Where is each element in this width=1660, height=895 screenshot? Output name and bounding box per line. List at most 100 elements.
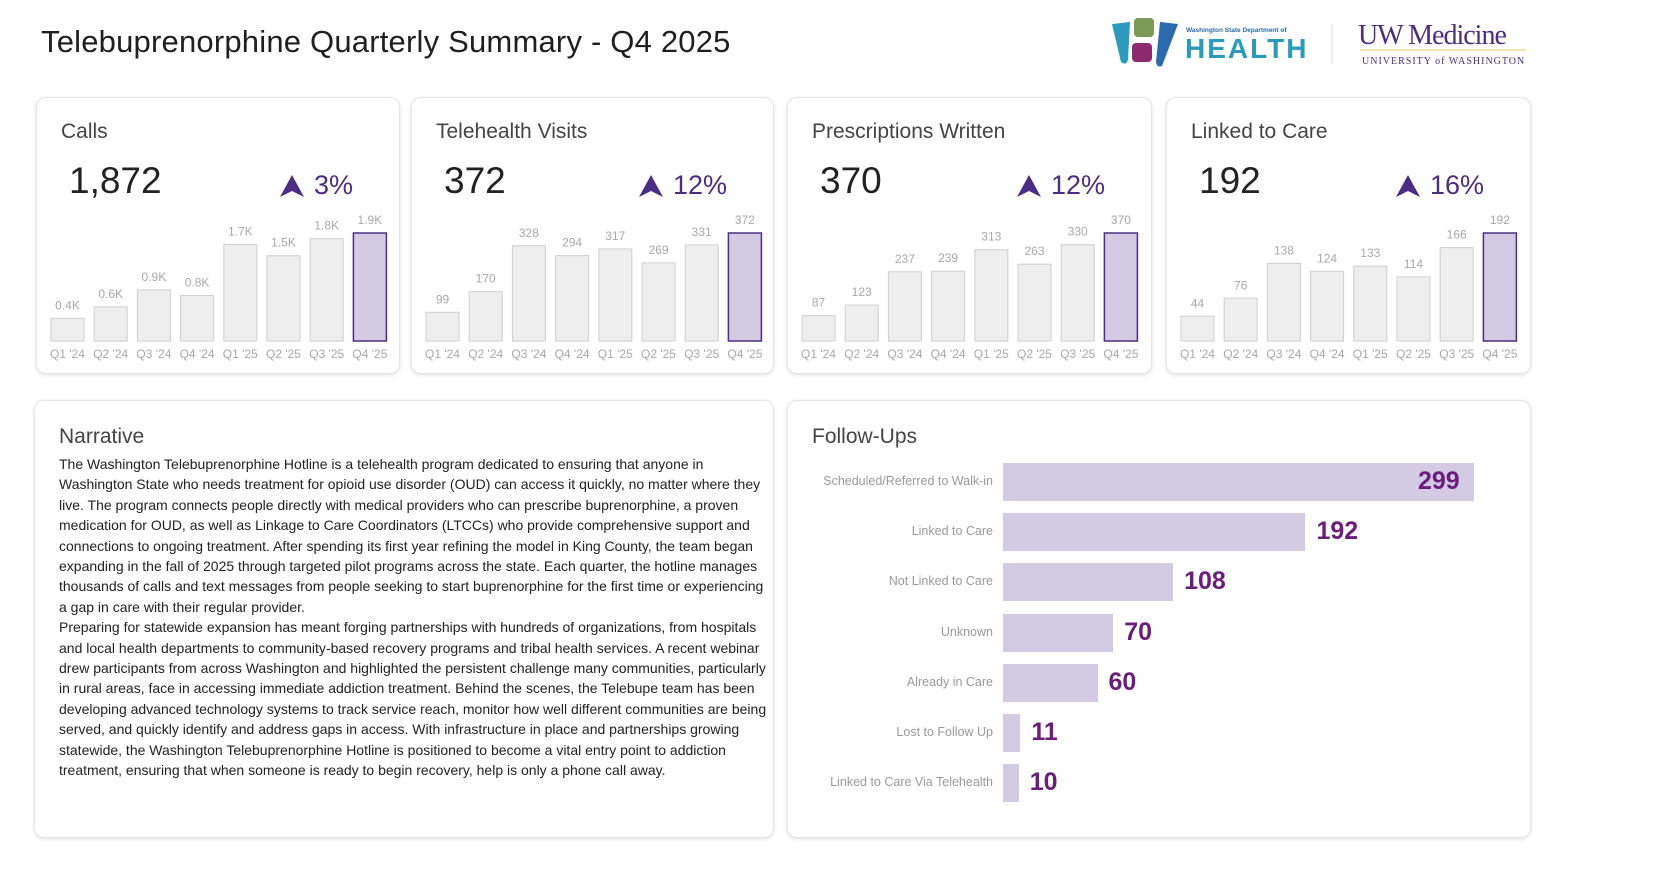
bar-value-label: 331 (692, 225, 712, 239)
uw-logo-big: UW Medicine (1358, 20, 1506, 51)
followup-row: Lost to Follow Up 11 (788, 714, 1528, 752)
x-tick-label: Q1 '25 (598, 347, 633, 361)
bar (931, 270, 966, 342)
bar-value-label: 0.4K (55, 298, 80, 312)
bar (266, 255, 301, 342)
x-tick-label: Q1 '24 (1180, 347, 1215, 361)
x-tick-label: Q1 '25 (974, 347, 1009, 361)
followup-row: Linked to Care Via Telehealth 10 (788, 764, 1528, 803)
bar (1482, 232, 1518, 342)
mini-bar-chart: 0.4K Q1 '24 0.6K Q2 '24 0.9K Q3 '24 0.8K Q4 '24… (50, 213, 388, 361)
bar-value-label: 317 (605, 229, 625, 243)
bar-value-label: 124 (1317, 251, 1337, 265)
bar-value-label: 87 (812, 296, 826, 310)
kpi-change-value: 3% (313, 170, 353, 200)
x-tick-label: Q2 '25 (1017, 347, 1052, 361)
x-tick-label: Q2 '25 (641, 347, 676, 361)
bar (1017, 263, 1052, 342)
narrative-paragraph: Preparing for statewide expansion has me… (59, 619, 767, 779)
arrow-up-icon (279, 174, 304, 197)
x-tick-label: Q3 '25 (309, 347, 344, 361)
kpi-change-value: 12% (1050, 170, 1105, 200)
x-tick-label: Q4 '24 (1310, 347, 1345, 361)
followup-row: Scheduled/Referred to Walk-in 299 (788, 463, 1528, 501)
bar-value-label: 123 (852, 285, 872, 299)
bar-value-label: 328 (519, 226, 539, 240)
x-tick-label: Q2 '24 (93, 347, 128, 361)
followup-row: Linked to Care 192 (788, 513, 1528, 552)
x-tick-label: Q4 '24 (931, 347, 966, 361)
bar-value-label: 44 (1191, 296, 1205, 310)
bar (468, 291, 503, 342)
narrative-title: Narrative (59, 425, 145, 448)
bar (511, 245, 546, 342)
bar (727, 232, 763, 342)
bar-value-label: 239 (938, 251, 958, 265)
kpi-value: 1,872 (69, 160, 162, 201)
x-tick-label: Q3 '25 (1060, 347, 1095, 361)
bar (641, 262, 676, 342)
bar-value-label: 76 (1234, 278, 1248, 292)
x-tick-label: Q2 '25 (266, 347, 301, 361)
followup-value: 11 (1031, 718, 1058, 746)
kpi-change-value: 12% (672, 170, 727, 200)
kpi-title: Prescriptions Written (812, 120, 1006, 143)
uw-logo-small: UNIVERSITY of WASHINGTON (1362, 56, 1525, 67)
narrative-paragraph: The Washington Telebuprenorphine Hotline… (59, 456, 764, 615)
kpi-change: 12% (1016, 170, 1105, 201)
bar (598, 248, 633, 342)
followup-value: 10 (1029, 768, 1058, 797)
bar-value-label: 0.6K (98, 287, 123, 301)
bar (309, 238, 344, 342)
kpi-card-calls: Calls 1,872 3% 0.4K Q1 '24 0.6K Q2 '24 0.9K Q3 '… (36, 97, 400, 374)
kpi-change: 16% (1395, 170, 1484, 201)
x-tick-label: Q1 '25 (1353, 347, 1388, 361)
bar-value-label: 166 (1447, 228, 1467, 242)
x-tick-label: Q4 '25 (352, 347, 387, 361)
followup-label: Not Linked to Care (888, 574, 993, 589)
kpi-change: 3% (279, 170, 353, 201)
bar (555, 255, 590, 342)
bar (1396, 276, 1431, 342)
followup-bar (1003, 663, 1098, 702)
followup-label: Scheduled/Referred to Walk-in (823, 474, 993, 488)
followup-label: Unknown (940, 624, 993, 639)
doh-logo-icon (1112, 18, 1178, 67)
bar-value-label: 330 (1068, 225, 1088, 239)
x-tick-label: Q3 '24 (511, 347, 546, 361)
kpi-value: 192 (1199, 160, 1261, 201)
kpi-title: Calls (61, 120, 108, 143)
bar (1353, 265, 1388, 342)
bar (801, 315, 836, 342)
bar (1439, 247, 1474, 342)
arrow-up-icon (638, 174, 663, 197)
bar-value-label: 313 (981, 230, 1001, 244)
bar (1060, 244, 1095, 342)
bar (50, 317, 85, 342)
arrow-up-icon (1016, 174, 1041, 197)
narrative-panel: Narrative The Washington Telebuprenorphi… (34, 400, 774, 838)
followup-bar (1003, 563, 1174, 602)
followup-row: Unknown 70 (788, 613, 1528, 652)
bar (1223, 297, 1258, 342)
x-tick-label: Q1 '24 (425, 347, 460, 361)
kpi-card-prescriptions-written: Prescriptions Written 370 12% 87 Q1 '24 123 Q2… (787, 97, 1152, 374)
arrow-up-icon (1395, 174, 1420, 197)
bar-value-label: 170 (476, 272, 496, 286)
kpi-value: 370 (820, 160, 882, 201)
bar (180, 295, 215, 342)
x-tick-label: Q4 '25 (1103, 347, 1138, 361)
x-tick-label: Q3 '25 (1439, 347, 1474, 361)
bar-value-label: 114 (1404, 257, 1423, 271)
x-tick-label: Q1 '24 (801, 347, 836, 361)
mini-bar-chart: 44 Q1 '24 76 Q2 '24 138 Q3 '24 124 Q4 '24 133 Q1 … (1180, 213, 1518, 361)
followup-row: Not Linked to Care 108 (788, 563, 1528, 602)
kpi-title: Telehealth Visits (436, 120, 588, 143)
doh-logo-small: Washington State Department of (1186, 27, 1287, 34)
bar-value-label: 370 (1111, 213, 1131, 227)
bar-value-label: 138 (1274, 243, 1294, 257)
kpi-card-linked-to-care: Linked to Care 192 16% 44 Q1 '24 76 Q2 '24 138 Q… (1166, 97, 1531, 374)
x-tick-label: Q4 '24 (180, 347, 215, 361)
bar-value-label: 99 (436, 292, 450, 306)
page-title: Telebuprenorphine Quarterly Summary - Q4… (41, 24, 731, 59)
